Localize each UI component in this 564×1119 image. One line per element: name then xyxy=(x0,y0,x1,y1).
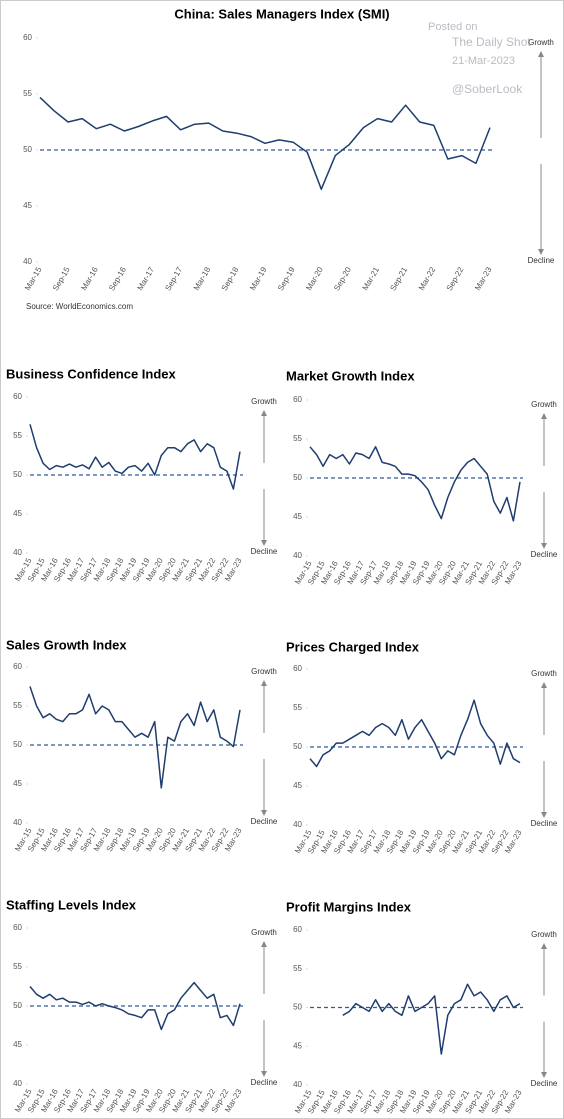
y-tick-label: 60 xyxy=(13,392,22,401)
y-tick-label: 40 xyxy=(13,818,22,827)
decline-label: Decline xyxy=(251,817,278,826)
growth-label: Growth xyxy=(531,669,557,678)
data-line xyxy=(39,96,491,190)
y-tick-label: 45 xyxy=(293,1041,302,1050)
chart-title: China: Sales Managers Index (SMI) xyxy=(174,6,389,21)
y-tick-label: 50 xyxy=(293,742,302,751)
data-line xyxy=(29,981,241,1031)
growth-label: Growth xyxy=(531,400,557,409)
y-tick-label: 40 xyxy=(293,1080,302,1089)
y-tick-label: 55 xyxy=(13,962,22,971)
y-tick-label: 50 xyxy=(13,470,22,479)
chart-title: Sales Growth Index xyxy=(6,637,127,652)
y-tick-label: 50 xyxy=(293,473,302,482)
y-tick-label: 40 xyxy=(293,820,302,829)
y-tick-label: 50 xyxy=(13,1001,22,1010)
growth-label: Growth xyxy=(531,930,557,939)
y-tick-label: 50 xyxy=(13,740,22,749)
chart-title: Profit Margins Index xyxy=(286,899,412,914)
y-tick-label: 50 xyxy=(23,145,32,154)
y-tick-label: 45 xyxy=(293,512,302,521)
growth-label: Growth xyxy=(528,38,554,47)
y-tick-label: 60 xyxy=(13,923,22,932)
decline-label: Decline xyxy=(531,550,558,559)
decline-label: Decline xyxy=(251,1078,278,1087)
y-tick-label: 45 xyxy=(13,509,22,518)
y-tick-label: 60 xyxy=(293,664,302,673)
growth-label: Growth xyxy=(251,397,277,406)
decline-label: Decline xyxy=(531,1079,558,1088)
chart-title: Staffing Levels Index xyxy=(6,897,137,912)
growth-label: Growth xyxy=(251,667,277,676)
decline-label: Decline xyxy=(251,547,278,556)
y-tick-label: 55 xyxy=(293,434,302,443)
y-tick-label: 45 xyxy=(293,781,302,790)
chart-title: Prices Charged Index xyxy=(286,639,420,654)
chart-title: Market Growth Index xyxy=(286,368,415,383)
y-tick-label: 40 xyxy=(13,548,22,557)
watermark-site: The Daily Shot xyxy=(452,35,531,49)
y-tick-label: 40 xyxy=(13,1079,22,1088)
data-line xyxy=(309,446,521,522)
decline-label: Decline xyxy=(531,819,558,828)
watermark-date: 21-Mar-2023 xyxy=(452,55,515,67)
y-tick-label: 55 xyxy=(13,701,22,710)
y-tick-label: 45 xyxy=(13,779,22,788)
y-tick-label: 45 xyxy=(23,201,32,210)
y-tick-label: 55 xyxy=(13,431,22,440)
y-tick-label: 60 xyxy=(293,925,302,934)
y-tick-label: 60 xyxy=(293,395,302,404)
y-tick-label: 55 xyxy=(293,703,302,712)
watermark-handle: @SoberLook xyxy=(452,82,523,96)
chart-title: Business Confidence Index xyxy=(6,366,177,381)
data-line xyxy=(29,686,241,789)
y-tick-label: 40 xyxy=(293,551,302,560)
y-tick-label: 40 xyxy=(23,257,32,266)
growth-label: Growth xyxy=(251,928,277,937)
y-tick-label: 50 xyxy=(293,1003,302,1012)
data-line xyxy=(309,699,521,768)
data-line xyxy=(29,424,241,490)
y-tick-label: 60 xyxy=(23,33,32,42)
source-note: Source: WorldEconomics.com xyxy=(26,302,133,311)
y-tick-label: 45 xyxy=(13,1040,22,1049)
data-line xyxy=(342,983,521,1055)
y-tick-label: 55 xyxy=(293,964,302,973)
y-tick-label: 55 xyxy=(23,89,32,98)
watermark-posted: Posted on xyxy=(428,21,478,33)
y-tick-label: 60 xyxy=(13,662,22,671)
decline-label: Decline xyxy=(528,256,555,265)
